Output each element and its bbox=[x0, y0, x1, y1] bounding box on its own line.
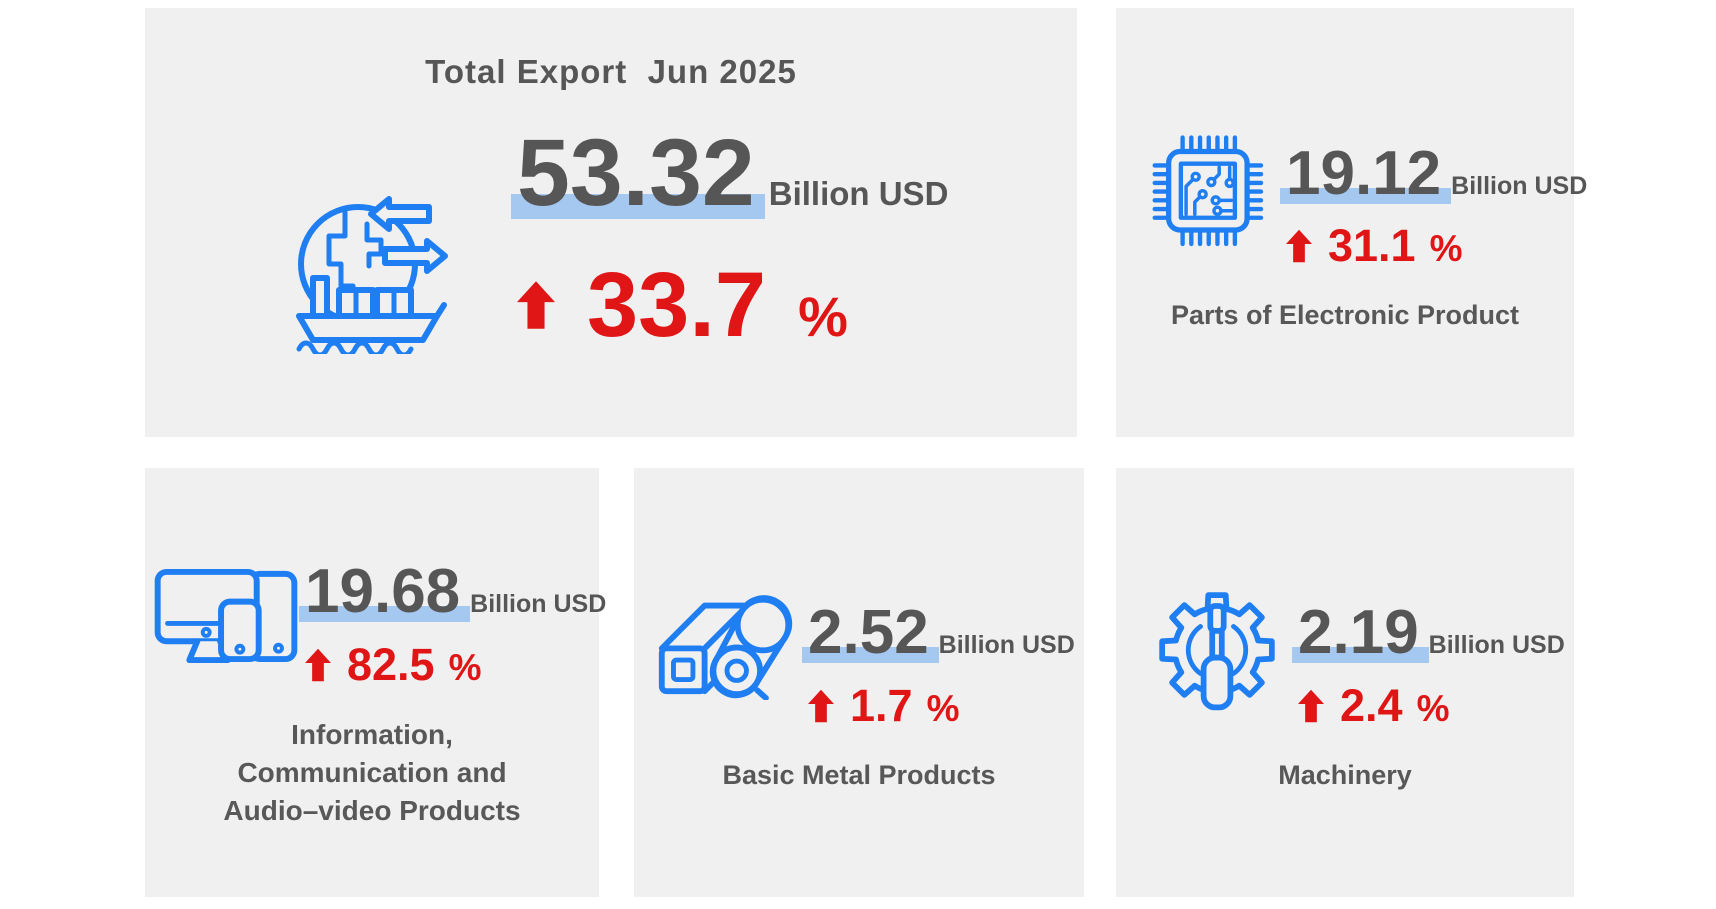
percent-sign: % bbox=[926, 688, 960, 729]
change-row: 2.4 % bbox=[1298, 683, 1565, 728]
card-total-export: Total Export Jun 2025 53.32 bbox=[145, 8, 1077, 437]
total-export-value: 53.32 bbox=[511, 120, 765, 226]
percent-sign: % bbox=[1429, 228, 1463, 269]
electronic-change: 31.1 bbox=[1328, 220, 1416, 271]
metal-label: Basic Metal Products bbox=[722, 760, 996, 790]
electronic-unit: Billion USD bbox=[1451, 172, 1588, 200]
machinery-stats: 2.19 Billion USD 2.4 % bbox=[1292, 598, 1565, 728]
change-row: 82.5 % bbox=[305, 642, 606, 687]
ict-stats: 19.68 Billion USD 82.5 % bbox=[298, 557, 607, 687]
machinery-change: 2.4 bbox=[1340, 680, 1403, 731]
total-export-stats: 53.32 Billion USD 33.7 % bbox=[511, 120, 949, 351]
metal-unit: Billion USD bbox=[938, 631, 1075, 659]
card-electronic-parts: 19.12 Billion USD 31.1 % Parts of Electr… bbox=[1116, 8, 1587, 437]
percent-sign: % bbox=[448, 647, 482, 688]
electronic-value: 19.12 bbox=[1279, 139, 1452, 208]
change-row: 1.7 % bbox=[808, 683, 1075, 728]
machinery-unit: Billion USD bbox=[1428, 631, 1565, 659]
gear-screwdriver-icon bbox=[1150, 582, 1284, 718]
total-export-change: 33.7 bbox=[587, 254, 767, 356]
ict-label-line3: Audio–video Products bbox=[223, 795, 521, 826]
page-title: Total Export Jun 2025 bbox=[425, 53, 797, 90]
metal-change: 1.7 bbox=[850, 680, 913, 731]
chip-icon bbox=[1146, 124, 1268, 254]
electronic-label: Parts of Electronic Product bbox=[1170, 300, 1520, 330]
ict-unit: Billion USD bbox=[470, 590, 607, 618]
card-machinery: 2.19 Billion USD 2.4 % Machinery bbox=[1116, 468, 1574, 897]
export-ship-icon bbox=[283, 194, 453, 354]
metal-pipes-icon bbox=[654, 588, 800, 700]
value-row: 2.52 Billion USD bbox=[802, 598, 1075, 667]
up-arrow-icon bbox=[305, 648, 331, 681]
ict-label-line2: Communication and bbox=[237, 757, 507, 788]
electronic-stats: 19.12 Billion USD 31.1 % bbox=[1279, 139, 1588, 268]
value-row: 19.68 Billion USD bbox=[298, 557, 607, 626]
ict-label-line1: Information, bbox=[291, 719, 453, 750]
percent-sign: % bbox=[798, 285, 848, 348]
machinery-value: 2.19 bbox=[1292, 598, 1429, 667]
value-row: 53.32 Billion USD bbox=[511, 120, 949, 226]
ict-label: Information, Communication and Audio–vid… bbox=[145, 716, 599, 830]
ict-change: 82.5 bbox=[347, 639, 435, 690]
up-arrow-icon bbox=[517, 281, 555, 329]
total-export-unit: Billion USD bbox=[768, 175, 949, 212]
metal-stats: 2.52 Billion USD 1.7 % bbox=[802, 598, 1075, 728]
up-arrow-icon bbox=[1286, 229, 1312, 262]
up-arrow-icon bbox=[808, 689, 834, 722]
up-arrow-icon bbox=[1298, 689, 1324, 722]
devices-icon bbox=[151, 564, 301, 668]
ict-value: 19.68 bbox=[298, 557, 471, 626]
metal-value: 2.52 bbox=[802, 598, 939, 667]
change-row: 33.7 % bbox=[517, 259, 948, 351]
value-row: 19.12 Billion USD bbox=[1279, 139, 1588, 208]
value-row: 2.19 Billion USD bbox=[1292, 598, 1565, 667]
card-ict-products: 19.68 Billion USD 82.5 % Information, Co… bbox=[145, 468, 606, 897]
machinery-label: Machinery bbox=[1278, 760, 1412, 790]
card-basic-metal: 2.52 Billion USD 1.7 % Basic Metal Produ… bbox=[634, 468, 1084, 897]
change-row: 31.1 % bbox=[1286, 223, 1587, 268]
percent-sign: % bbox=[1416, 688, 1450, 729]
